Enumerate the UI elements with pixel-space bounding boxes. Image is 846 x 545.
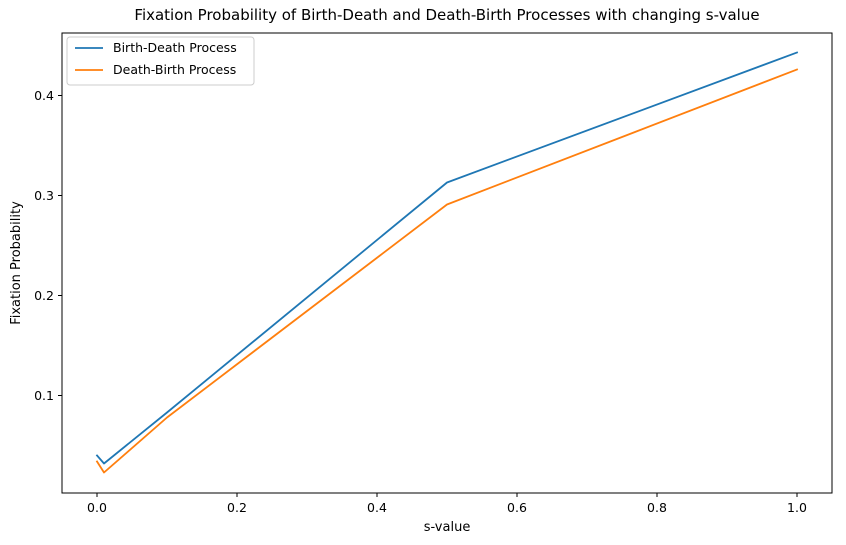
y-tick-label: 0.1 <box>34 388 54 403</box>
y-tick-label: 0.4 <box>34 88 54 103</box>
legend-label-birth-death: Birth-Death Process <box>113 40 237 55</box>
x-axis: 0.0 0.2 0.4 0.6 0.8 1.0 <box>87 493 807 515</box>
legend-box <box>66 36 255 86</box>
plot-frame <box>61 32 833 494</box>
chart-title: Fixation Probability of Birth-Death and … <box>134 6 759 24</box>
series-line-birth-death <box>95 51 799 465</box>
x-tick-label: 0.8 <box>647 500 667 515</box>
x-tick-label: 0.6 <box>507 500 527 515</box>
legend-label-death-birth: Death-Birth Process <box>113 62 236 77</box>
y-tick-label: 0.2 <box>34 288 54 303</box>
x-tick-label: 0.0 <box>87 500 107 515</box>
legend: Birth-Death Process Death-Birth Process <box>66 36 255 86</box>
y-axis: 0.1 0.2 0.3 0.4 <box>34 88 62 403</box>
series-line-death-birth <box>95 68 799 474</box>
plot-area <box>95 51 799 474</box>
y-axis-label: Fixation Probability <box>9 201 24 325</box>
x-tick-label: 1.0 <box>787 500 807 515</box>
y-tick-label: 0.3 <box>34 188 54 203</box>
x-tick-label: 0.4 <box>367 500 387 515</box>
x-tick-label: 0.2 <box>227 500 247 515</box>
x-axis-label: s-value <box>424 520 471 535</box>
